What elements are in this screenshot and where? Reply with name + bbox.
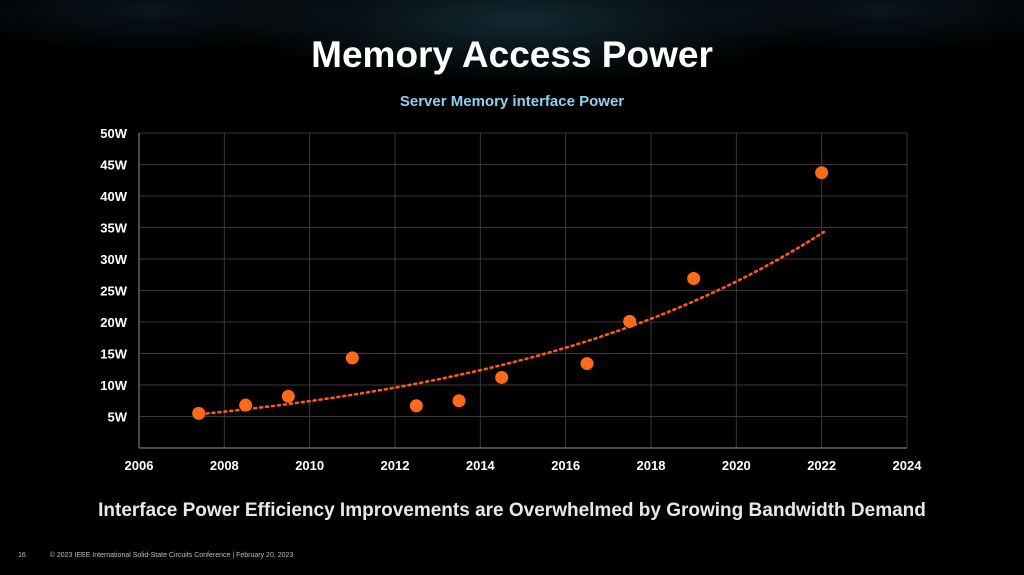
footer: 16 © 2023 IEEE International Solid-State… [18,552,315,559]
data-point [239,398,253,412]
y-tick-label: 5W [108,410,128,425]
data-point [580,357,594,371]
data-point [409,399,423,413]
footer-text: © 2023 IEEE International Solid-State Ci… [49,552,294,559]
trendline [193,230,826,416]
takeaway-text: Interface Power Efficiency Improvements … [98,500,926,521]
y-tick-label: 50W [100,126,127,141]
background-glow [0,0,1024,130]
x-tick-label: 2018 [637,458,666,470]
x-tick-label: 2008 [210,458,239,470]
x-tick-label: 2024 [893,458,923,470]
data-point [452,394,466,408]
data-point [192,406,206,420]
y-tick-label: 30W [100,252,127,267]
scatter-chart: 5W 10W 15W 20W 25W 30W 35W 40W 45W 50W 2006 2008 201… [100,126,923,470]
x-tick-label: 2012 [381,458,410,470]
y-tick-label: 20W [100,315,127,330]
y-tick-label: 10W [100,378,127,393]
data-point [345,351,359,365]
data-point [815,166,829,180]
page-number: 16 [18,552,26,559]
y-tick-label: 35W [100,221,127,236]
x-tick-label: 2006 [125,458,154,470]
x-tick-label: 2010 [295,458,324,470]
y-tick-label: 25W [100,284,127,299]
chart-title: Server Memory interface Power [399,93,625,110]
data-point [495,370,509,384]
y-tick-label: 40W [100,189,127,204]
y-tick-label: 45W [100,158,127,173]
data-point [623,314,637,328]
data-point [281,389,295,403]
data-point [687,272,701,286]
slide-title: Memory Access Power [311,34,713,75]
x-tick-label: 2014 [466,458,496,470]
x-tick-label: 2022 [807,458,836,470]
x-tick-label: 2016 [551,458,580,470]
y-tick-label: 15W [100,347,127,362]
x-tick-label: 2020 [722,458,751,470]
